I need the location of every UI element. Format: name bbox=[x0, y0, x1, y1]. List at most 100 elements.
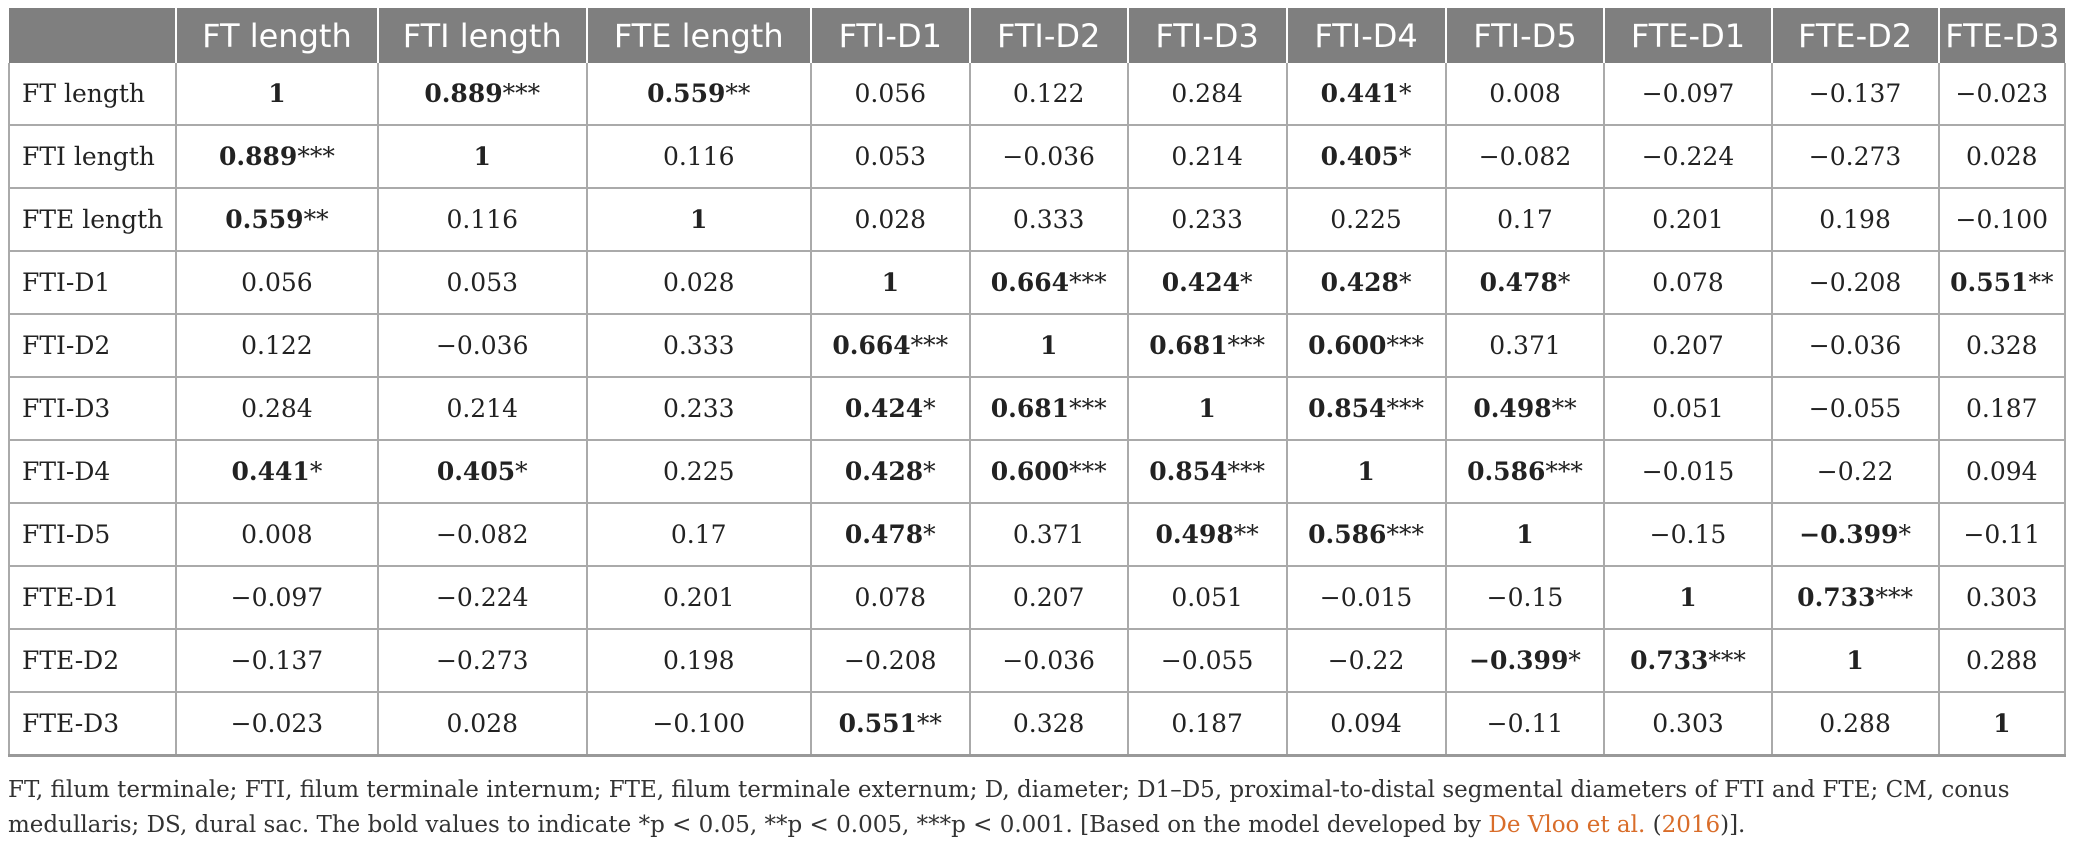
table-cell: 1 bbox=[810, 251, 971, 315]
cell-value: 0.056 bbox=[241, 268, 313, 297]
cell-value: 0.122 bbox=[241, 331, 313, 360]
row-label: FTI length bbox=[7, 125, 178, 189]
table-cell: 0.094 bbox=[1938, 440, 2067, 504]
cell-value: 0.207 bbox=[1652, 331, 1724, 360]
significance-stars: ** bbox=[916, 709, 942, 738]
header-cell-fte-d2: FTE-D2 bbox=[1771, 8, 1940, 63]
cell-value: 0.854 bbox=[1308, 394, 1387, 423]
cell-value: 0.008 bbox=[1489, 79, 1561, 108]
table-cell: 0.17 bbox=[1445, 188, 1606, 252]
significance-stars: * bbox=[1398, 268, 1412, 297]
cell-value: 0.681 bbox=[1149, 331, 1228, 360]
significance-stars: *** bbox=[1386, 331, 1424, 360]
significance-stars: * bbox=[1568, 646, 1581, 675]
table-cell: 0.008 bbox=[176, 503, 379, 567]
table-cell: 0.586*** bbox=[1286, 503, 1447, 567]
cell-value: 1 bbox=[690, 205, 708, 234]
significance-stars: * bbox=[923, 394, 936, 423]
table-row: FTI-D4 0.441* 0.405* 0.225 0.428* 0.600*** 0.8… bbox=[7, 440, 2067, 504]
table-row: FTI-D2 0.122 −0.036 0.333 0.664*** 1 0.681*** 0… bbox=[7, 314, 2067, 378]
cell-value: 0.551 bbox=[838, 709, 917, 738]
significance-stars: *** bbox=[1069, 457, 1107, 486]
cell-value: 0.051 bbox=[1171, 583, 1243, 612]
cell-value: −0.22 bbox=[1327, 646, 1405, 675]
cell-value: −0.273 bbox=[435, 646, 529, 675]
table-cell: 0.428* bbox=[1286, 251, 1447, 315]
cell-value: 0.854 bbox=[1149, 457, 1228, 486]
table-cell: 0.053 bbox=[810, 125, 971, 189]
table-cell: 0.498** bbox=[1445, 377, 1606, 441]
table-cell: 0.078 bbox=[810, 566, 971, 630]
cell-value: −0.208 bbox=[844, 646, 937, 675]
citation-link-year[interactable]: 2016 bbox=[1661, 812, 1721, 838]
cell-value: 1 bbox=[1357, 457, 1375, 486]
cell-value: 0.498 bbox=[1473, 394, 1552, 423]
table-cell: 0.600*** bbox=[969, 440, 1129, 504]
row-label: FTI-D5 bbox=[7, 503, 178, 567]
table-cell: 0.122 bbox=[176, 314, 379, 378]
table-cell: −0.082 bbox=[377, 503, 588, 567]
cell-value: −0.055 bbox=[1160, 646, 1254, 675]
cell-value: 0.600 bbox=[1308, 331, 1387, 360]
cell-value: −0.015 bbox=[1641, 457, 1735, 486]
header-cell-fti-d5: FTI-D5 bbox=[1445, 8, 1606, 63]
header-cell-ft-length: FT length bbox=[176, 8, 379, 63]
table-cell: 0.122 bbox=[969, 63, 1129, 126]
table-cell: 0.889*** bbox=[377, 63, 588, 126]
cell-value: 0.288 bbox=[1819, 709, 1891, 738]
significance-stars: * bbox=[923, 457, 936, 486]
table-cell: 1 bbox=[586, 188, 812, 252]
table-cell: 0.681*** bbox=[969, 377, 1129, 441]
table-cell: 0.288 bbox=[1938, 629, 2067, 693]
table-cell: 0.288 bbox=[1771, 692, 1940, 757]
cell-value: −0.097 bbox=[230, 583, 324, 612]
table-cell: 0.201 bbox=[1604, 188, 1773, 252]
table-cell: −0.023 bbox=[176, 692, 379, 757]
cell-value: 0.586 bbox=[1308, 520, 1387, 549]
cell-value: 0.303 bbox=[1966, 583, 2038, 612]
significance-stars: ** bbox=[1233, 520, 1259, 549]
header-cell-fte-d3: FTE-D3 bbox=[1938, 8, 2065, 63]
table-caption: FT, filum terminale; FTI, filum terminal… bbox=[8, 773, 2066, 843]
significance-stars: *** bbox=[1069, 394, 1107, 423]
significance-stars: * bbox=[923, 520, 936, 549]
table-cell: 0.233 bbox=[586, 377, 812, 441]
table-cell: −0.015 bbox=[1286, 566, 1447, 630]
cell-value: −0.399 bbox=[1469, 646, 1569, 675]
table-cell: 0.586*** bbox=[1445, 440, 1606, 504]
row-label: FT length bbox=[7, 63, 178, 126]
table-cell: 0.328 bbox=[1938, 314, 2067, 378]
table-cell: 0.028 bbox=[810, 188, 971, 252]
cell-value: 0.559 bbox=[647, 79, 726, 108]
cell-value: 0.405 bbox=[1320, 142, 1399, 171]
cell-value: −0.273 bbox=[1808, 142, 1902, 171]
cell-value: −0.036 bbox=[1002, 142, 1095, 171]
table-cell: 0.284 bbox=[176, 377, 379, 441]
cell-value: 1 bbox=[1846, 646, 1864, 675]
header-cell-fte-length: FTE length bbox=[586, 8, 812, 63]
cell-value: −0.097 bbox=[1641, 79, 1735, 108]
cell-value: 0.328 bbox=[1012, 709, 1085, 738]
significance-stars: *** bbox=[1386, 394, 1424, 423]
table-cell: 0.371 bbox=[969, 503, 1129, 567]
table-cell: −0.399* bbox=[1771, 503, 1940, 567]
cell-value: 0.214 bbox=[1171, 142, 1243, 171]
table-cell: −0.036 bbox=[969, 629, 1129, 693]
significance-stars: *** bbox=[1545, 457, 1583, 486]
header-cell-fti-d1: FTI-D1 bbox=[810, 8, 971, 63]
cell-value: 1 bbox=[1993, 709, 2011, 738]
cell-value: 0.424 bbox=[844, 394, 924, 423]
cell-value: 0.681 bbox=[990, 394, 1070, 423]
cell-value: 0.116 bbox=[446, 205, 519, 234]
table-cell: −0.399* bbox=[1445, 629, 1606, 693]
cell-value: 0.424 bbox=[1161, 268, 1240, 297]
correlation-table: FT length FTI length FTE length FTI-D1 F… bbox=[7, 8, 2067, 757]
table-cell: 0.733*** bbox=[1604, 629, 1773, 693]
cell-value: 0.664 bbox=[832, 331, 911, 360]
cell-value: −0.036 bbox=[1808, 331, 1902, 360]
significance-stars: *** bbox=[1386, 520, 1424, 549]
citation-link-authors[interactable]: De Vloo et al. bbox=[1488, 812, 1646, 838]
table-cell: 0.441* bbox=[1286, 63, 1447, 126]
table-cell: 0.214 bbox=[1127, 125, 1288, 189]
cell-value: 1 bbox=[1516, 520, 1534, 549]
